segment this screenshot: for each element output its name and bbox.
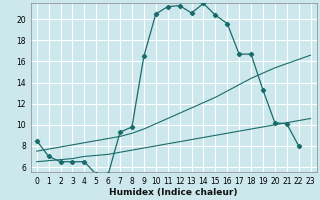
X-axis label: Humidex (Indice chaleur): Humidex (Indice chaleur) bbox=[109, 188, 238, 197]
